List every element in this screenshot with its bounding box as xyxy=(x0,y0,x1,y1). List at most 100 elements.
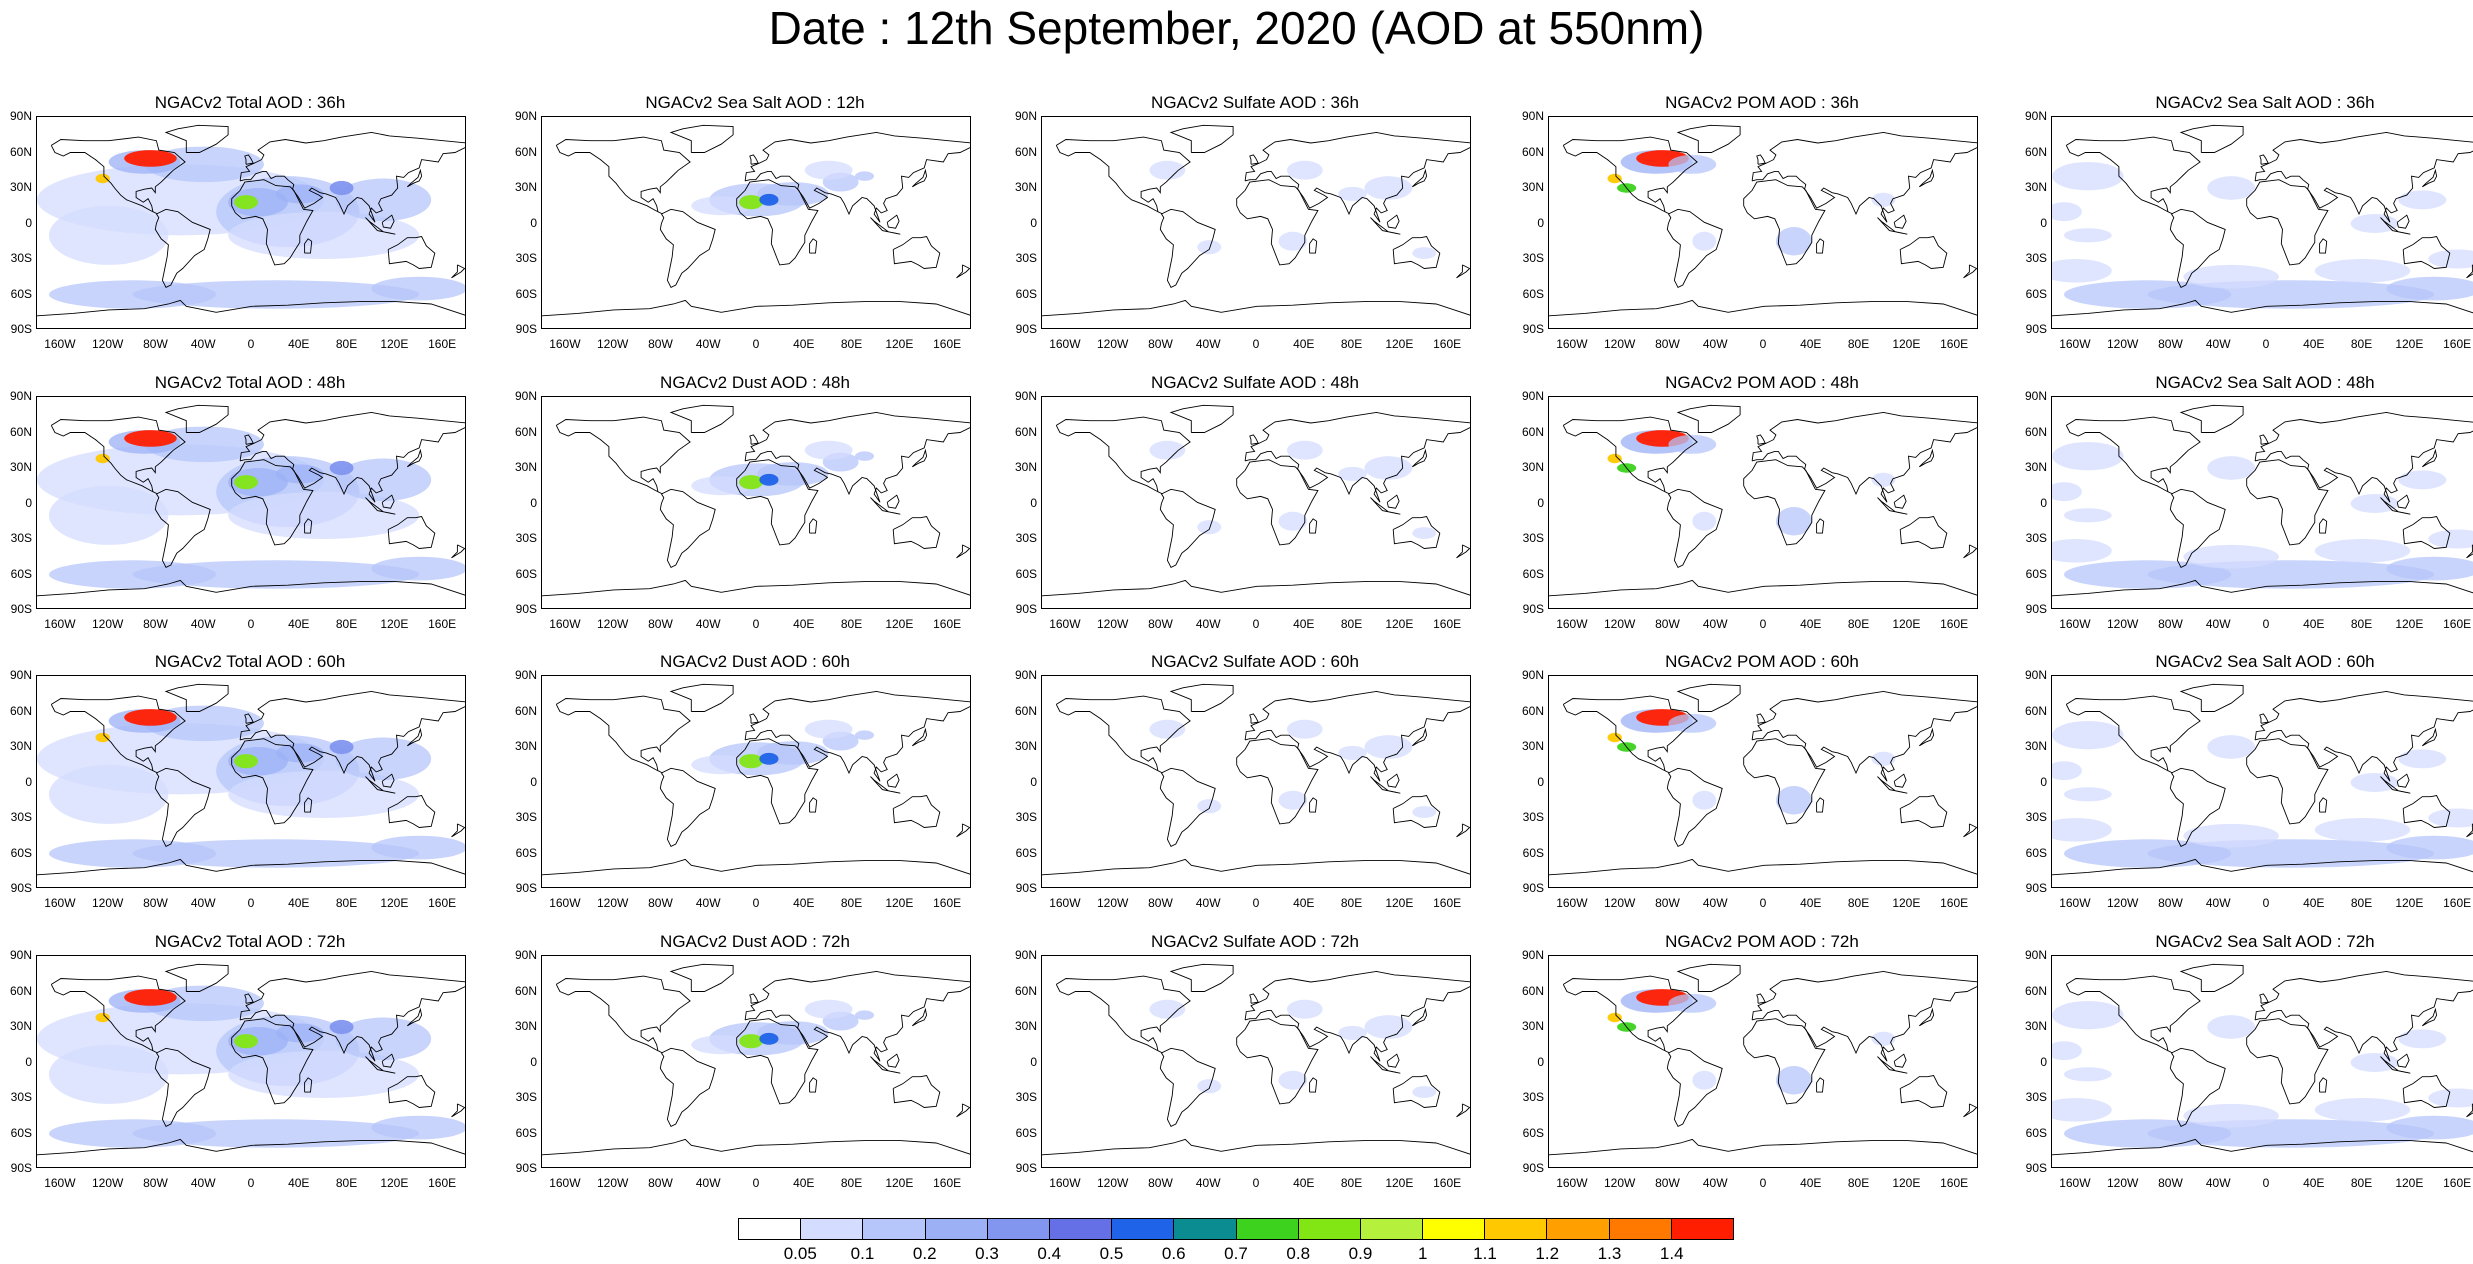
lat-tick-label: 60S xyxy=(1005,847,1037,859)
lon-tick-label: 120W xyxy=(2098,617,2148,631)
coastline xyxy=(2260,155,2268,164)
lat-tick-label: 90N xyxy=(1512,949,1544,961)
coastline xyxy=(2422,170,2436,187)
lon-tick-label: 120E xyxy=(2384,337,2434,351)
lon-tick-label: 160E xyxy=(417,617,467,631)
coastline xyxy=(1894,1054,1906,1067)
lon-tick-label: 40E xyxy=(1786,1176,1836,1190)
lat-tick-label: 0 xyxy=(2015,497,2047,509)
lat-tick-label: 0 xyxy=(1512,1056,1544,1068)
lon-tick-label: 0 xyxy=(2241,617,2291,631)
lat-tick-label: 90N xyxy=(0,110,32,122)
coastline xyxy=(1817,1078,1824,1092)
colorbar-box xyxy=(863,1219,925,1239)
colorbar-box xyxy=(988,1219,1050,1239)
aod-field xyxy=(2428,250,2473,269)
panel-title: NGACv2 Sulfate AOD : 36h xyxy=(1005,93,1505,113)
coastline xyxy=(957,265,970,278)
lon-tick-label: 160W xyxy=(1547,896,1597,910)
lat-tick-label: 30S xyxy=(2015,252,2047,264)
lat-tick-label: 30S xyxy=(1005,532,1037,544)
lat-tick-label: 60S xyxy=(2015,288,2047,300)
aod-field xyxy=(805,720,853,739)
lat-tick-label: 60N xyxy=(0,985,32,997)
lon-tick-label: 80E xyxy=(827,1176,877,1190)
coastline xyxy=(912,450,926,467)
aod-field xyxy=(124,150,177,167)
lat-tick-label: 0 xyxy=(0,497,32,509)
panel-title: NGACv2 Total AOD : 72h xyxy=(0,932,500,952)
coastline xyxy=(1964,545,1977,558)
aod-field xyxy=(2207,456,2255,480)
lon-tick-label: 120W xyxy=(1088,896,1138,910)
map-frame xyxy=(1041,955,1471,1168)
aod-field xyxy=(739,195,763,209)
coastline xyxy=(671,125,733,152)
lat-tick-label: 90S xyxy=(0,882,32,894)
world-map xyxy=(1549,676,1978,888)
coastline xyxy=(1371,777,1401,794)
lon-tick-label: 40E xyxy=(779,337,829,351)
coastline xyxy=(1757,714,1765,723)
coastline xyxy=(957,1104,970,1117)
aod-field xyxy=(2428,809,2473,828)
colorbar-label: 0.6 xyxy=(1144,1244,1204,1264)
coastline xyxy=(810,519,817,533)
coastline xyxy=(1387,215,1399,228)
lat-tick-label: 30N xyxy=(505,181,537,193)
lat-tick-label: 90S xyxy=(505,1162,537,1174)
coastline xyxy=(1371,218,1401,235)
world-map xyxy=(37,676,466,888)
lon-tick-label: 160W xyxy=(2050,896,2100,910)
lon-tick-label: 160W xyxy=(1040,337,1090,351)
lon-tick-label: 120E xyxy=(369,617,419,631)
lat-tick-label: 0 xyxy=(505,1056,537,1068)
map-frame xyxy=(541,116,971,329)
coastline xyxy=(871,1057,901,1074)
coastline xyxy=(2255,412,2473,502)
aod-field xyxy=(855,171,874,180)
lon-tick-label: 40W xyxy=(2193,896,2243,910)
lat-tick-label: 60S xyxy=(505,568,537,580)
coastline xyxy=(452,824,465,837)
coastline xyxy=(671,964,733,991)
aod-field xyxy=(805,1000,853,1019)
panel-title: NGACv2 Sea Salt AOD : 60h xyxy=(2015,652,2473,672)
lat-tick-label: 60S xyxy=(2015,847,2047,859)
lat-tick-label: 0 xyxy=(1005,776,1037,788)
lat-tick-label: 90S xyxy=(1512,1162,1544,1174)
lat-tick-label: 60S xyxy=(505,847,537,859)
lat-tick-label: 0 xyxy=(2015,776,2047,788)
lat-tick-label: 90S xyxy=(505,323,537,335)
lon-tick-label: 120E xyxy=(1881,896,1931,910)
lon-tick-label: 40W xyxy=(683,1176,733,1190)
coastline xyxy=(810,239,817,253)
coastline xyxy=(2260,714,2268,723)
coastline xyxy=(1457,265,1470,278)
lon-tick-label: 0 xyxy=(1231,1176,1281,1190)
coastline xyxy=(1245,412,1471,502)
aod-field xyxy=(1150,720,1186,739)
lat-tick-label: 30S xyxy=(1005,811,1037,823)
coastline xyxy=(912,729,926,746)
lon-tick-label: 120W xyxy=(588,617,638,631)
aod-field xyxy=(2052,442,2124,470)
lat-tick-label: 60N xyxy=(1512,146,1544,158)
coastline xyxy=(1237,1019,1318,1104)
coastline xyxy=(1878,218,1908,235)
colorbar-label: 1.3 xyxy=(1580,1244,1640,1264)
lat-tick-label: 60S xyxy=(0,288,32,300)
lat-tick-label: 60N xyxy=(2015,426,2047,438)
aod-field xyxy=(124,709,177,726)
lon-tick-label: 160W xyxy=(35,337,85,351)
map-frame xyxy=(36,396,466,609)
coastline xyxy=(871,218,901,235)
panel-title: NGACv2 POM AOD : 60h xyxy=(1512,652,2012,672)
map-frame xyxy=(1041,675,1471,888)
lat-tick-label: 0 xyxy=(0,1056,32,1068)
aod-field xyxy=(1279,232,1308,251)
lon-tick-label: 40E xyxy=(1279,337,1329,351)
lon-tick-label: 120E xyxy=(369,337,419,351)
